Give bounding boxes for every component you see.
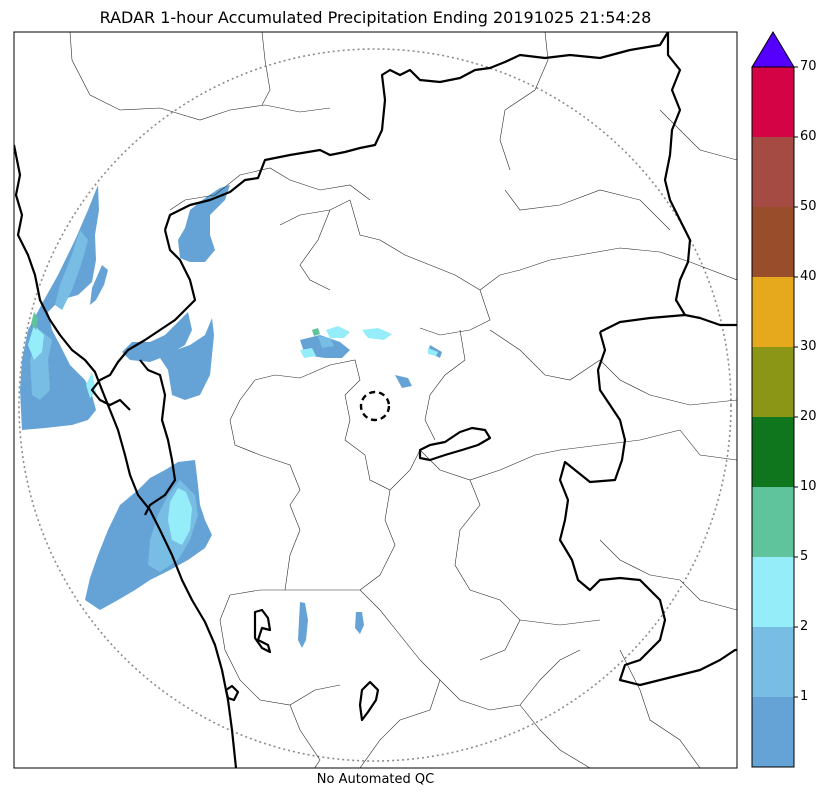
state-border-east-2 <box>599 313 686 333</box>
colorbar-bin <box>752 557 794 627</box>
enclave-boundary-3 <box>358 680 380 722</box>
state-border-west-3 <box>139 359 177 516</box>
state-border-west <box>163 32 669 231</box>
colorbar-tick-label: 50 <box>800 199 817 214</box>
colorbar-bin <box>752 347 794 417</box>
enclave-boundary <box>418 426 492 462</box>
state-border-west-2 <box>90 229 197 411</box>
footer-text: No Automated QC <box>316 772 435 787</box>
colorbar-bin <box>752 417 794 487</box>
colorbar-tick-label: 2 <box>800 619 809 634</box>
map-background <box>14 32 737 768</box>
colorbar-bin <box>752 137 794 207</box>
page-title: RADAR 1-hour Accumulated Precipitation E… <box>99 8 652 27</box>
district-boundaries <box>69 32 737 768</box>
echo-west-center-block <box>160 318 214 400</box>
coastline <box>14 144 238 768</box>
echo-south-small-2 <box>355 612 364 634</box>
colorbar-bin <box>752 487 794 557</box>
colorbar-extend-arrow <box>751 31 795 68</box>
state-border-east-3 <box>558 331 737 687</box>
colorbar-tick-label: 30 <box>800 339 817 354</box>
enclave-boundary-4 <box>224 684 240 702</box>
colorbar-tick-label: 60 <box>800 129 817 144</box>
echo-west-center-block-2 <box>122 312 192 362</box>
colorbar-bin <box>752 277 794 347</box>
colorbar-bin <box>752 207 794 277</box>
echo-west-streak-1 <box>90 265 108 305</box>
map-border <box>13 31 738 769</box>
colorbar-tick-label: 1 <box>800 689 809 704</box>
echo-east-speckle <box>395 375 412 388</box>
enclave-boundary-2 <box>253 608 272 654</box>
echo-north-block <box>178 185 230 262</box>
colorbar-bin <box>752 67 794 137</box>
colorbar-tick-label: 40 <box>800 269 817 284</box>
precipitation-echoes-intense <box>31 312 320 336</box>
radar-site-marker <box>359 390 391 422</box>
precipitation-echoes-heavy <box>28 325 438 545</box>
state-boundaries <box>14 32 737 768</box>
colorbar-border <box>751 66 795 768</box>
colorbar-tick-label: 70 <box>800 59 817 74</box>
colorbar-bin <box>752 697 794 767</box>
radar-range-ring <box>18 48 732 762</box>
colorbar-tick-label: 5 <box>800 549 809 564</box>
colorbar <box>751 31 798 768</box>
colorbar-tick-label: 20 <box>800 409 817 424</box>
echo-south-small-1 <box>298 602 308 648</box>
colorbar-bin <box>752 627 794 697</box>
colorbar-tick-label: 10 <box>800 479 817 494</box>
state-border-east <box>663 32 737 327</box>
